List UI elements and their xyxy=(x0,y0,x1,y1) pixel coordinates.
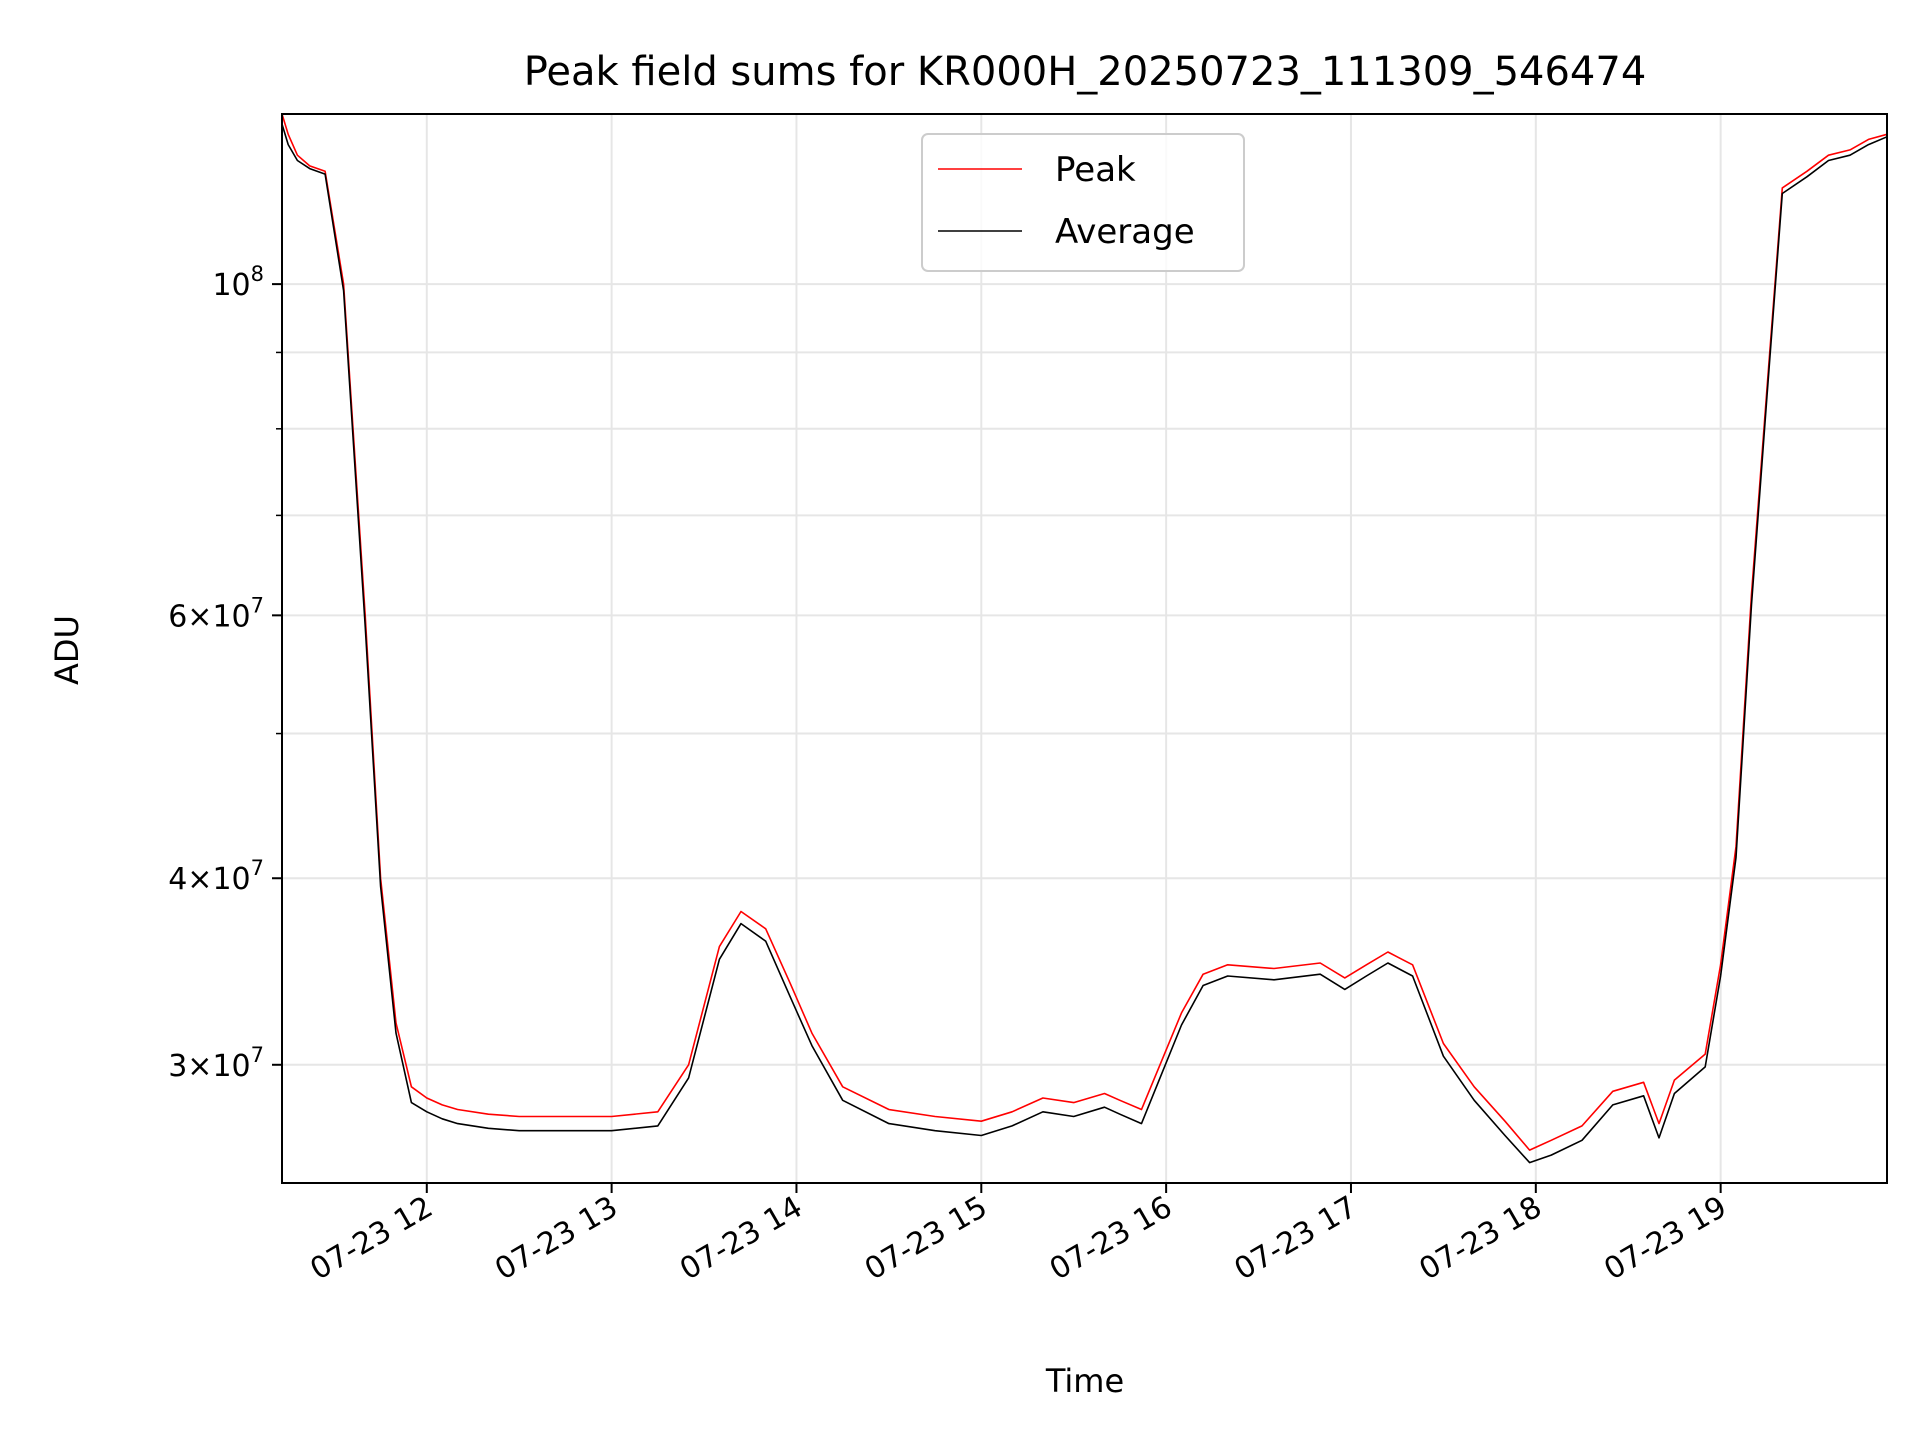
series-line-average xyxy=(281,123,1888,1164)
y-tick-label: 4×107 xyxy=(168,856,264,897)
y-tick-label: 108 xyxy=(212,262,264,303)
y-tick-exponent: 8 xyxy=(251,262,264,286)
y-tick-mantissa: 10 xyxy=(212,268,250,303)
y-tick-exponent: 7 xyxy=(251,1043,264,1067)
series-layer xyxy=(281,113,1888,1164)
chart-title: Peak field sums for KR000H_20250723_1113… xyxy=(524,49,1647,95)
y-tick-mantissa: 3×10 xyxy=(168,1049,250,1084)
legend: Peak Average xyxy=(921,133,1245,272)
y-axis-label: ADU xyxy=(48,615,86,685)
y-tick-mantissa: 6×10 xyxy=(168,599,250,634)
plot-frame xyxy=(281,113,1888,1184)
series-line-peak xyxy=(281,113,1888,1151)
y-tick-label: 6×107 xyxy=(168,593,264,634)
y-tick-mantissa: 4×10 xyxy=(168,862,250,897)
grid xyxy=(282,114,1887,1183)
y-tick-exponent: 7 xyxy=(251,856,264,880)
y-tick-exponent: 7 xyxy=(251,593,264,617)
y-tick-label: 3×107 xyxy=(168,1043,264,1084)
legend-label-peak: Peak xyxy=(1055,150,1136,190)
x-axis-label: Time xyxy=(1045,1362,1124,1400)
legend-label-average: Average xyxy=(1055,212,1195,252)
